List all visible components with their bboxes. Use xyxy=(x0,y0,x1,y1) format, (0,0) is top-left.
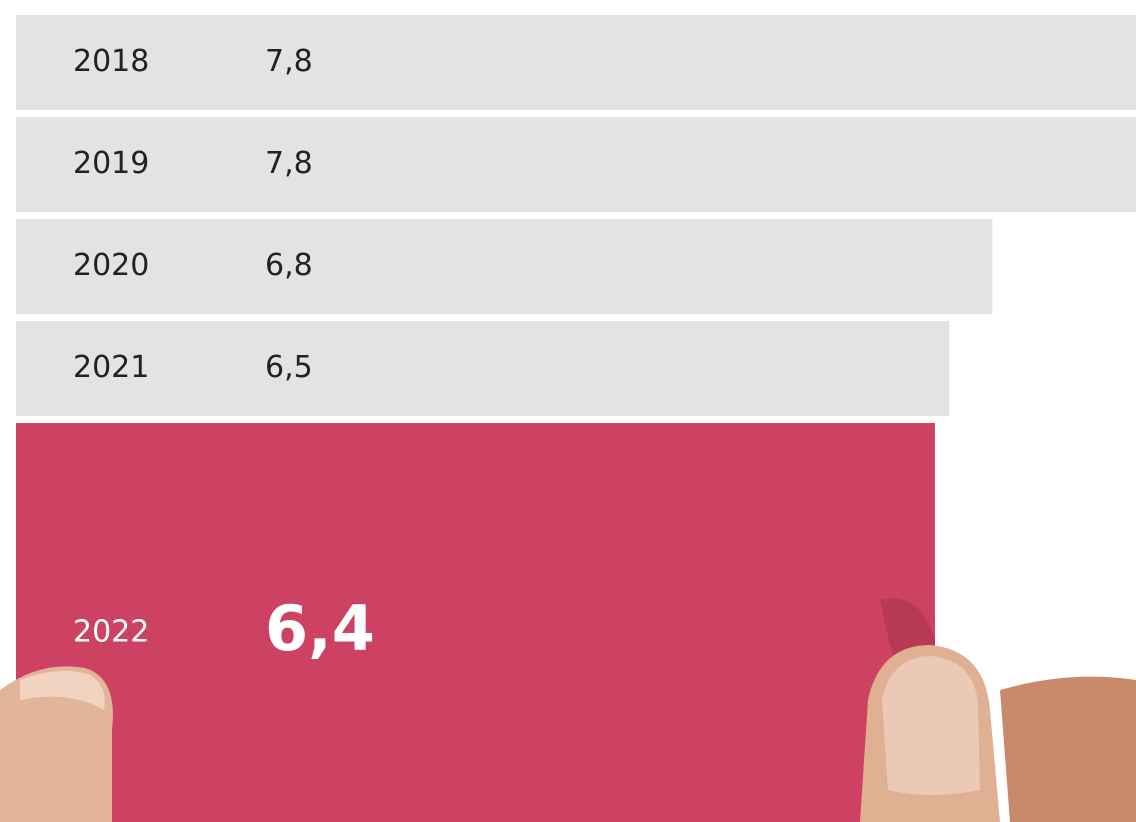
bar xyxy=(16,219,993,314)
left-thumb xyxy=(0,666,113,822)
left-nail xyxy=(20,671,105,710)
category-label: 2018 xyxy=(73,44,149,79)
bars: 2018 7,8 2019 7,8 2020 6,8 2021 6,5 2022 6,4 xyxy=(16,15,1136,822)
category-label: 2019 xyxy=(73,146,149,181)
value-label: 7,8 xyxy=(265,44,313,79)
value-label: 7,8 xyxy=(265,146,313,181)
value-label: 6,8 xyxy=(265,248,313,283)
bar xyxy=(16,321,950,416)
bar xyxy=(16,15,1136,110)
hands xyxy=(0,598,1136,822)
category-label: 2022 xyxy=(73,615,149,650)
right-hand xyxy=(1000,676,1136,822)
bar xyxy=(16,423,935,822)
category-label: 2020 xyxy=(73,248,149,283)
category-label: 2021 xyxy=(73,350,149,385)
value-label: 6,5 xyxy=(265,350,313,385)
right-nail xyxy=(882,656,980,795)
bar xyxy=(16,117,1136,212)
value-label: 6,4 xyxy=(265,592,375,665)
